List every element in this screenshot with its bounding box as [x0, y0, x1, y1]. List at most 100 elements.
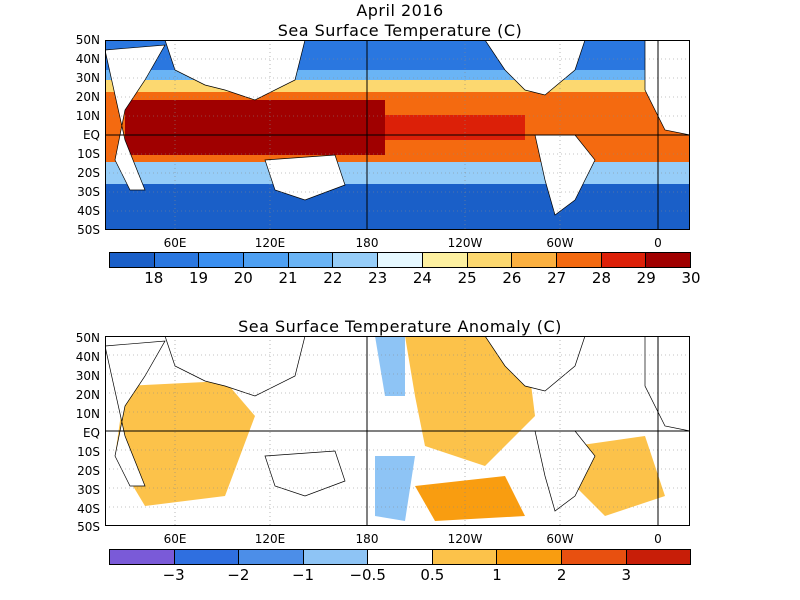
colorbar-label: −2: [227, 566, 250, 584]
colorbar-label: 20: [233, 269, 253, 287]
colorbar-cell: [646, 253, 690, 267]
colorbar-cell: [467, 253, 513, 267]
colorbar-cell: [378, 253, 423, 267]
lon-label: 120E: [254, 532, 286, 546]
lon-label: 180: [355, 236, 379, 250]
lat-label: 20S: [77, 464, 100, 478]
map-date-title: April 2016: [356, 1, 444, 20]
colorbar-cell: [244, 253, 289, 267]
lat-label: 40N: [75, 52, 100, 66]
colorbar-cell: [199, 253, 245, 267]
colorbar-label: 21: [278, 269, 298, 287]
colorbar-label: 1: [492, 566, 502, 584]
colorbar-label: 27: [547, 269, 567, 287]
anomaly-map-title: Sea Surface Temperature Anomaly (C): [238, 317, 562, 336]
colorbar-label: 29: [636, 269, 656, 287]
lon-label: 120W: [447, 532, 483, 546]
north-america-land: [484, 40, 586, 96]
lat-label: 10S: [77, 445, 100, 459]
colorbar-label: 24: [412, 269, 432, 287]
colorbar-cell: [110, 253, 155, 267]
warm-pool-east: [385, 115, 525, 140]
lon-label: 120W: [447, 236, 483, 250]
lat-label: 20S: [77, 166, 100, 180]
australia-land: [264, 154, 346, 201]
colorbar-label: 19: [188, 269, 209, 287]
lat-label: 50N: [75, 33, 100, 47]
colorbar-cell: [239, 550, 304, 564]
lat-label: 50S: [77, 223, 100, 237]
lon-label: 0: [654, 532, 662, 546]
lat-label: 10S: [77, 147, 100, 161]
europe-africa-land: [644, 40, 690, 136]
colorbar-label: 25: [457, 269, 477, 287]
lat-label: 50S: [77, 520, 100, 534]
europe-africa-land: [644, 336, 690, 432]
warm-pool: [125, 100, 385, 155]
ocean-southern: [105, 184, 690, 230]
colorbar-cell: [110, 550, 175, 564]
map-grid: [105, 336, 690, 526]
colorbar-cell: [497, 550, 562, 564]
lat-label: 20N: [75, 90, 100, 104]
map-border: [105, 336, 690, 526]
lat-label: 10N: [75, 109, 100, 123]
lon-label: 180: [355, 532, 379, 546]
south-pacific-warm-anomaly: [415, 476, 525, 521]
colorbar-cell: [626, 550, 691, 564]
lat-label: 30N: [75, 369, 100, 383]
map-grid: [105, 40, 690, 230]
lat-label: 30S: [77, 483, 100, 497]
lat-label: EQ: [82, 426, 100, 440]
africa-land: [105, 340, 166, 487]
lat-label: 50N: [75, 331, 100, 345]
colorbar-label: 26: [502, 269, 522, 287]
colorbar-label: −1: [291, 566, 315, 584]
south-pacific-cool-anomaly: [375, 456, 415, 521]
colorbar-label: 30: [681, 269, 701, 287]
colorbar-label: −3: [162, 566, 185, 584]
lon-label: 60W: [546, 532, 574, 546]
anomaly-map: [105, 336, 690, 526]
colorbar-cell: [432, 550, 498, 564]
colorbar-label: 23: [368, 269, 388, 287]
colorbar-label: 3: [621, 566, 632, 584]
lon-label: 0: [654, 236, 662, 250]
sst-colorbar: [109, 252, 691, 268]
central-pacific-cool-anomaly: [375, 336, 405, 396]
colorbar-label: −0.5: [349, 566, 386, 584]
colorbar-cell: [422, 253, 468, 267]
map-border: [105, 40, 690, 230]
colorbar-cell: [174, 550, 240, 564]
colorbar-label: 0.5: [420, 566, 445, 584]
sst-map-title: Sea Surface Temperature (C): [277, 21, 523, 40]
lat-label: 10N: [75, 407, 100, 421]
colorbar-label: 2: [556, 566, 567, 584]
colorbar-label: 28: [591, 269, 611, 287]
colorbar-label: 22: [323, 269, 343, 287]
colorbar-cell: [512, 253, 557, 267]
lon-label: 60E: [163, 236, 187, 250]
lon-label: 60E: [163, 532, 187, 546]
lat-label: 40S: [77, 204, 100, 218]
lat-label: 20N: [75, 388, 100, 402]
anomaly-map-svg: [105, 336, 690, 526]
colorbar-cell: [154, 253, 200, 267]
australia-land: [264, 450, 346, 497]
lat-label: 40S: [77, 502, 100, 516]
colorbar-cell: [288, 253, 334, 267]
colorbar-cell: [561, 550, 627, 564]
colorbar-cell: [333, 253, 379, 267]
colorbar-cell: [601, 253, 647, 267]
sst-map-svg: [105, 40, 690, 230]
lat-label: EQ: [82, 128, 100, 142]
lon-label: 120E: [254, 236, 286, 250]
lat-label: 30S: [77, 185, 100, 199]
lon-label: 60W: [546, 236, 574, 250]
colorbar-label: 18: [144, 269, 164, 287]
lat-label: 40N: [75, 350, 100, 364]
africa-land: [105, 44, 166, 191]
colorbar-cell: [368, 550, 433, 564]
south-atlantic-warm-anomaly: [575, 436, 665, 516]
anomaly-colorbar: [109, 549, 691, 565]
